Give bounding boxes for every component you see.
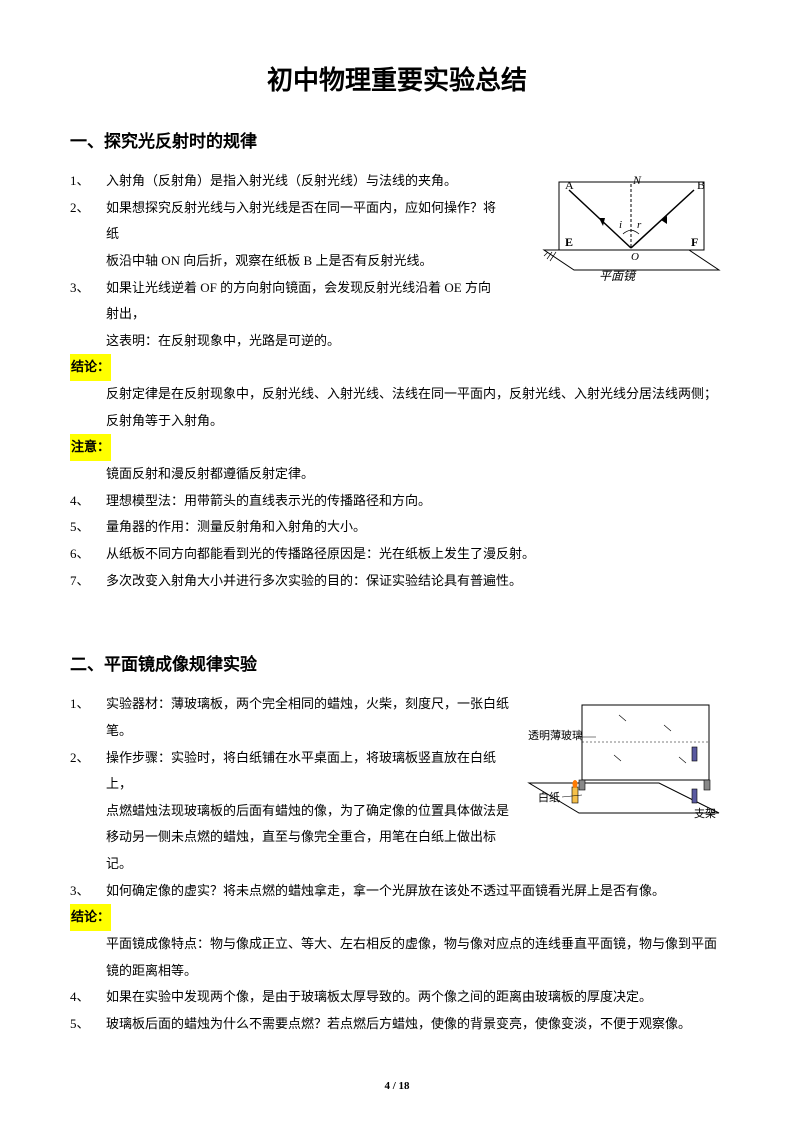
list-number: 5、 bbox=[70, 514, 106, 541]
section2-heading: 二、平面镜成像规律实验 bbox=[70, 650, 724, 675]
reflection-diagram: A B N E F O i r 平面镜 bbox=[539, 172, 724, 282]
list-number: 1、 bbox=[70, 691, 106, 718]
list-body-cont: 笔。 bbox=[106, 718, 510, 745]
label-B: B bbox=[697, 178, 705, 192]
page-sep: / bbox=[390, 1080, 399, 1092]
list-number: 4、 bbox=[70, 488, 106, 515]
conclusion2-text: 平面镜成像特点：物与像成正立、等大、左右相反的虚像，物与像对应点的连线垂直平面镜… bbox=[106, 931, 724, 984]
label-i: i bbox=[619, 219, 622, 231]
list-body: 如何确定像的虚实？将未点燃的蜡烛拿走，拿一个光屏放在该处不透过平面镜看光屏上是否… bbox=[106, 878, 724, 905]
paper-label: 白纸 bbox=[538, 790, 560, 804]
list-number: 6、 bbox=[70, 541, 106, 568]
s1-item5: 5、 量角器的作用：测量反射角和入射角的大小。 bbox=[70, 514, 724, 541]
s2-item2: 2、 操作步骤：实验时，将白纸铺在水平桌面上，将玻璃板竖直放在白纸上， bbox=[70, 745, 510, 798]
s1-item6: 6、 从纸板不同方向都能看到光的传播路径原因是：光在纸板上发生了漫反射。 bbox=[70, 541, 724, 568]
note-text: 镜面反射和漫反射都遵循反射定律。 bbox=[106, 461, 724, 488]
conclusion2-label-line: 结论： bbox=[70, 904, 724, 931]
glass-label: 透明薄玻璃 bbox=[528, 728, 583, 742]
list-number: 2、 bbox=[70, 745, 106, 798]
list-number: 3、 bbox=[70, 275, 106, 328]
label-F: F bbox=[691, 235, 698, 249]
list-body: 如果在实验中发现两个像，是由于玻璃板太厚导致的。两个像之间的距离由玻璃板的厚度决… bbox=[106, 984, 724, 1011]
s1-item7: 7、 多次改变入射角大小并进行多次实验的目的：保证实验结论具有普遍性。 bbox=[70, 568, 724, 595]
label-E: E bbox=[565, 235, 573, 249]
list-number: 4、 bbox=[70, 984, 106, 1011]
list-body: 理想模型法：用带箭头的直线表示光的传播路径和方向。 bbox=[106, 488, 724, 515]
mirror-label: 平面镜 bbox=[599, 269, 637, 282]
conclusion-label: 结论： bbox=[70, 904, 111, 931]
page: 初中物理重要实验总结 一、探究光反射时的规律 1、 入射角（反射角）是指入射光线… bbox=[0, 0, 794, 1122]
list-body: 操作步骤：实验时，将白纸铺在水平桌面上，将玻璃板竖直放在白纸上， bbox=[106, 745, 510, 798]
list-body: 如果想探究反射光线与入射光线是否在同一平面内，应如何操作？将纸 bbox=[106, 195, 500, 248]
mirror-image-diagram-svg: 透明薄玻璃 白纸 支架 bbox=[524, 695, 724, 820]
label-A: A bbox=[565, 178, 574, 192]
section1-heading: 一、探究光反射时的规律 bbox=[70, 127, 724, 152]
list-body: 多次改变入射角大小并进行多次实验的目的：保证实验结论具有普遍性。 bbox=[106, 568, 724, 595]
label-O: O bbox=[631, 251, 639, 263]
label-r: r bbox=[637, 219, 642, 231]
conclusion-label: 结论： bbox=[70, 354, 111, 381]
page-title: 初中物理重要实验总结 bbox=[70, 60, 724, 97]
s1-item4: 4、 理想模型法：用带箭头的直线表示光的传播路径和方向。 bbox=[70, 488, 724, 515]
s2-item3: 3、 如何确定像的虚实？将未点燃的蜡烛拿走，拿一个光屏放在该处不透过平面镜看光屏… bbox=[70, 878, 724, 905]
note-label: 注意： bbox=[70, 434, 111, 461]
list-number: 3、 bbox=[70, 878, 106, 905]
stand-label: 支架 bbox=[694, 807, 716, 820]
list-body-cont: 移动另一侧未点燃的蜡烛，直至与像完全重合，用笔在白纸上做出标记。 bbox=[106, 824, 510, 877]
list-number: 1、 bbox=[70, 168, 106, 195]
s1-item3: 3、 如果让光线逆着 OF 的方向射向镜面，会发现反射光线沿着 OE 方向射出， bbox=[70, 275, 500, 328]
section1-text: 1、 入射角（反射角）是指入射光线（反射光线）与法线的夹角。 2、 如果想探究反… bbox=[70, 168, 500, 354]
s1-item1: 1、 入射角（反射角）是指入射光线（反射光线）与法线的夹角。 bbox=[70, 168, 500, 195]
conclusion-label-line: 结论： bbox=[70, 354, 724, 381]
list-number: 5、 bbox=[70, 1011, 106, 1038]
list-body-cont: 这表明：在反射现象中，光路是可逆的。 bbox=[106, 328, 500, 355]
note-label-line: 注意： bbox=[70, 434, 724, 461]
s2-item5: 5、 玻璃板后面的蜡烛为什么不需要点燃？若点燃后方蜡烛，使像的背景变亮，使像变淡… bbox=[70, 1011, 724, 1038]
list-number: 2、 bbox=[70, 195, 106, 248]
mirror-image-diagram: 透明薄玻璃 白纸 支架 bbox=[524, 695, 724, 820]
page-footer: 4 / 18 bbox=[0, 1080, 794, 1092]
s2-item1: 1、 实验器材：薄玻璃板，两个完全相同的蜡烛，火柴，刻度尺，一张白纸 bbox=[70, 691, 510, 718]
list-body: 如果让光线逆着 OF 的方向射向镜面，会发现反射光线沿着 OE 方向射出， bbox=[106, 275, 500, 328]
list-body: 从纸板不同方向都能看到光的传播路径原因是：光在纸板上发生了漫反射。 bbox=[106, 541, 724, 568]
list-number: 7、 bbox=[70, 568, 106, 595]
conclusion-text: 反射定律是在反射现象中，反射光线、入射光线、法线在同一平面内，反射光线、入射光线… bbox=[106, 381, 724, 434]
list-body: 玻璃板后面的蜡烛为什么不需要点燃？若点燃后方蜡烛，使像的背景变亮，使像变淡，不便… bbox=[106, 1011, 724, 1038]
label-N: N bbox=[632, 173, 642, 187]
s2-item4: 4、 如果在实验中发现两个像，是由于玻璃板太厚导致的。两个像之间的距离由玻璃板的… bbox=[70, 984, 724, 1011]
reflection-diagram-svg: A B N E F O i r 平面镜 bbox=[539, 172, 724, 282]
list-body-cont: 点燃蜡烛法现玻璃板的后面有蜡烛的像，为了确定像的位置具体做法是 bbox=[106, 798, 510, 825]
list-body: 量角器的作用：测量反射角和入射角的大小。 bbox=[106, 514, 724, 541]
list-body-cont: 板沿中轴 ON 向后折，观察在纸板 B 上是否有反射光线。 bbox=[106, 248, 500, 275]
section1-content: 1、 入射角（反射角）是指入射光线（反射光线）与法线的夹角。 2、 如果想探究反… bbox=[70, 168, 724, 354]
s1-item2: 2、 如果想探究反射光线与入射光线是否在同一平面内，应如何操作？将纸 bbox=[70, 195, 500, 248]
section2-content: 1、 实验器材：薄玻璃板，两个完全相同的蜡烛，火柴，刻度尺，一张白纸 笔。 2、… bbox=[70, 691, 724, 877]
page-total: 18 bbox=[399, 1080, 410, 1092]
list-body: 实验器材：薄玻璃板，两个完全相同的蜡烛，火柴，刻度尺，一张白纸 bbox=[106, 691, 510, 718]
section2-text: 1、 实验器材：薄玻璃板，两个完全相同的蜡烛，火柴，刻度尺，一张白纸 笔。 2、… bbox=[70, 691, 510, 877]
list-body: 入射角（反射角）是指入射光线（反射光线）与法线的夹角。 bbox=[106, 168, 500, 195]
